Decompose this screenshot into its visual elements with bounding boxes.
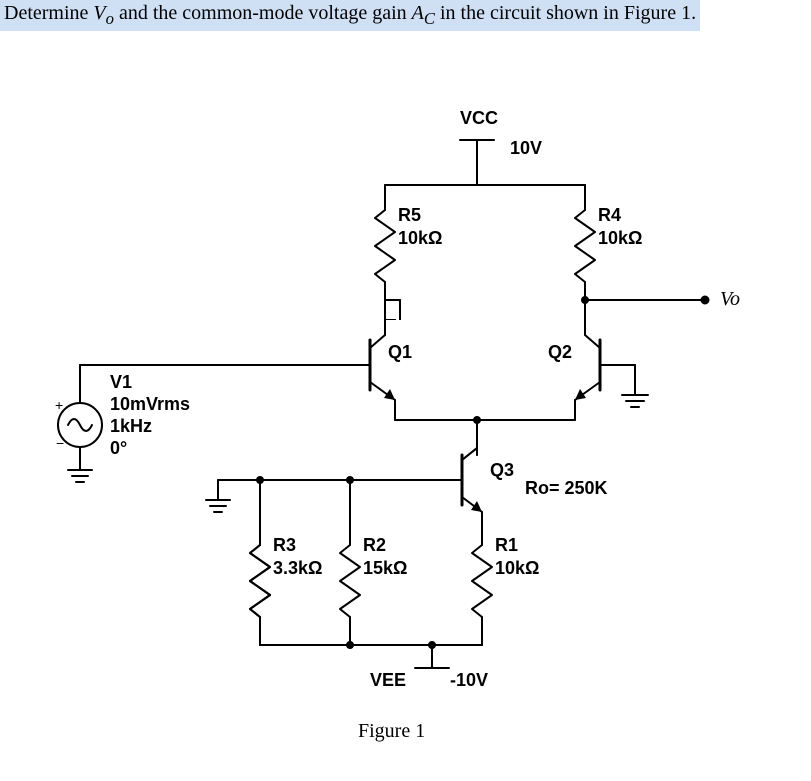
r4-value: 10kΩ bbox=[598, 228, 642, 249]
figure-caption: Figure 1 bbox=[358, 720, 425, 743]
q2-label: Q2 bbox=[548, 342, 572, 363]
r5-value: 10kΩ bbox=[398, 228, 442, 249]
r1-name: R1 bbox=[495, 535, 518, 556]
vee-value: -10V bbox=[450, 670, 488, 691]
q3-label: Q3 bbox=[490, 460, 514, 481]
vcc-name: VCC bbox=[460, 108, 498, 129]
vcc-value: 10V bbox=[510, 138, 542, 159]
svg-text:+: + bbox=[55, 397, 63, 413]
q1-label: Q1 bbox=[388, 342, 412, 363]
svg-text:−: − bbox=[56, 435, 64, 451]
v1-freq: 1kHz bbox=[110, 416, 152, 437]
page: Determine Vo and the common-mode voltage… bbox=[0, 0, 811, 781]
v1-amp: 10mVrms bbox=[110, 394, 190, 415]
r3-name: R3 bbox=[273, 535, 296, 556]
vo-label: Vo bbox=[720, 288, 740, 311]
r3-value: 3.3kΩ bbox=[273, 558, 322, 579]
r5-name: R5 bbox=[398, 205, 421, 226]
r2-value: 15kΩ bbox=[363, 558, 407, 579]
vee-name: VEE bbox=[370, 670, 406, 691]
r4-name: R4 bbox=[598, 205, 621, 226]
r1-value: 10kΩ bbox=[495, 558, 539, 579]
v1-phase: 0° bbox=[110, 438, 127, 459]
r2-name: R2 bbox=[363, 535, 386, 556]
v1-name: V1 bbox=[110, 372, 132, 393]
ro-label: Ro= 250K bbox=[525, 478, 608, 499]
